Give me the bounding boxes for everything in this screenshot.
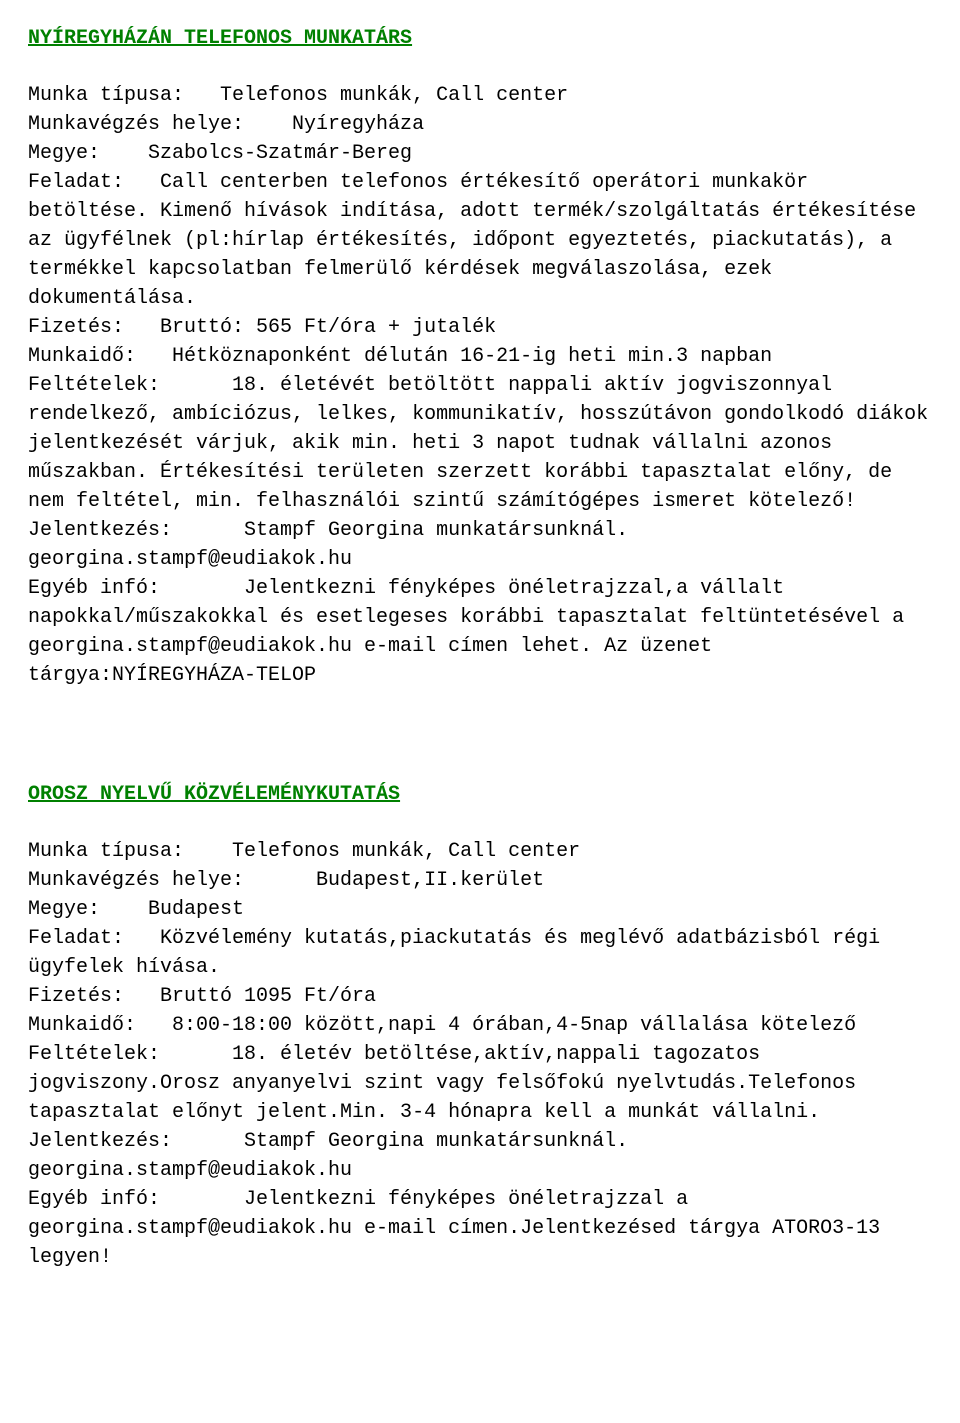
listing-body: Munka típusa: Telefonos munkák, Call cen… xyxy=(28,81,932,690)
job-listing-1: NYÍREGYHÁZÁN TELEFONOS MUNKATÁRS Munka t… xyxy=(28,24,932,690)
listing-body: Munka típusa: Telefonos munkák, Call cen… xyxy=(28,837,932,1272)
listing-title: OROSZ NYELVŰ KÖZVÉLEMÉNYKUTATÁS xyxy=(28,780,932,809)
job-listing-2: OROSZ NYELVŰ KÖZVÉLEMÉNYKUTATÁS Munka tí… xyxy=(28,780,932,1272)
listing-title: NYÍREGYHÁZÁN TELEFONOS MUNKATÁRS xyxy=(28,24,932,53)
